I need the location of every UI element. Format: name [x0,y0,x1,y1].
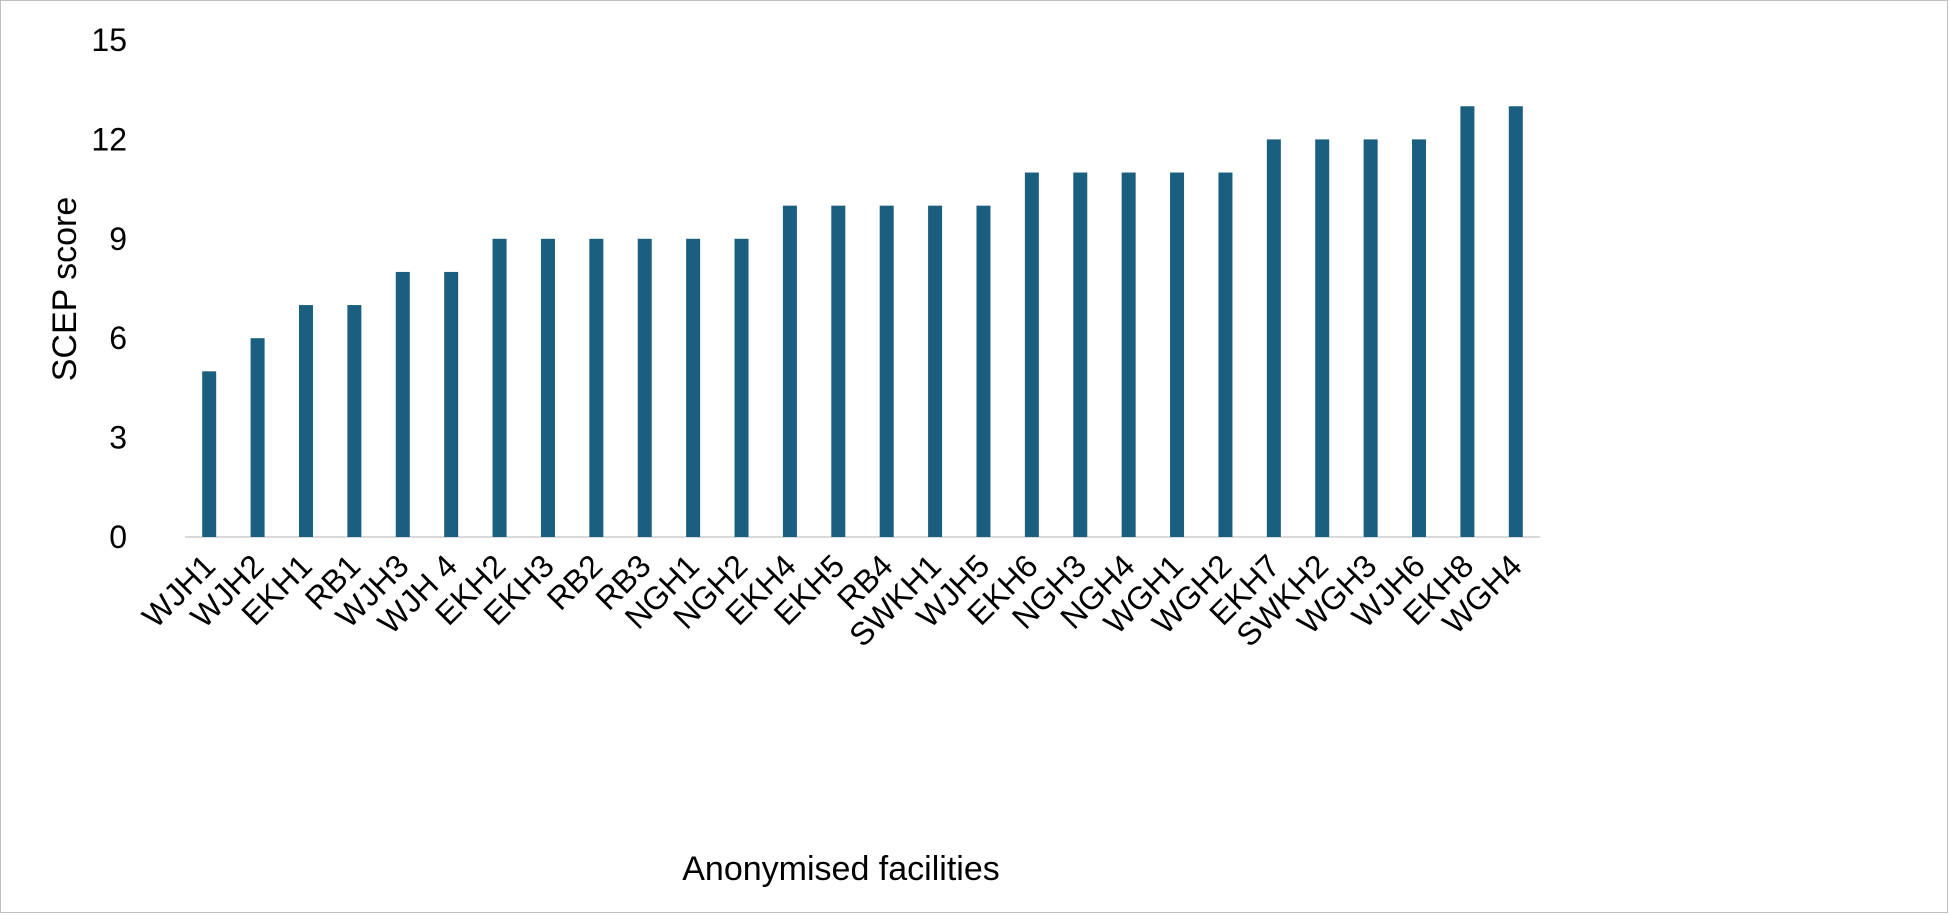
bar [540,238,555,538]
bar [589,238,604,538]
bar [444,271,459,537]
bar [202,371,217,537]
bar [1073,172,1088,538]
y-tick-label: 15 [91,22,127,58]
bar [395,271,410,537]
bar [250,338,265,537]
bar [1170,172,1185,538]
bar [492,238,507,538]
y-tick-label: 9 [109,221,127,257]
y-tick-label: 0 [109,519,127,555]
bar [686,238,701,538]
bar [879,205,894,537]
bar [1460,106,1475,538]
bar [1024,172,1039,538]
bar [782,205,797,537]
bar [1121,172,1136,538]
y-tick-label: 12 [91,121,127,157]
bar [347,305,362,537]
bar [928,205,943,537]
bar [1412,139,1427,537]
bars [202,106,1523,538]
bar [298,305,313,537]
bar [1363,139,1378,537]
bar [1508,106,1523,538]
bar [831,205,846,537]
bar [1266,139,1281,537]
bar [734,238,749,538]
y-axis-ticks: 0 3 6 9 12 15 [91,22,127,555]
bar [976,205,991,537]
bar [1315,139,1330,537]
y-tick-label: 3 [109,420,127,456]
bar [1218,172,1233,538]
x-axis-title: Anonymised facilities [682,850,999,888]
y-tick-label: 6 [109,320,127,356]
y-axis-title: SCEP score [46,197,84,382]
bar [637,238,652,538]
